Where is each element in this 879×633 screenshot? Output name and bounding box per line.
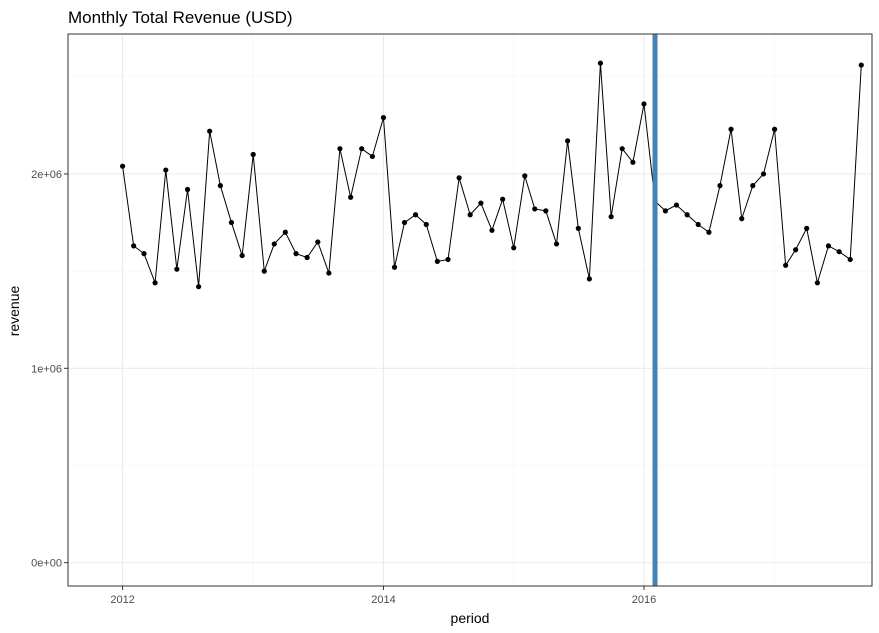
data-point xyxy=(315,239,321,245)
data-point xyxy=(662,208,668,214)
data-point xyxy=(728,126,734,132)
x-axis-title: period xyxy=(451,610,490,626)
data-point xyxy=(207,128,213,134)
data-point xyxy=(619,146,625,152)
data-point xyxy=(543,208,549,214)
data-point xyxy=(261,268,267,274)
data-point xyxy=(630,159,636,165)
data-point xyxy=(380,114,387,121)
series-line xyxy=(122,63,862,287)
y-tick-label: 1e+06 xyxy=(31,363,62,375)
data-point xyxy=(783,262,789,268)
data-point xyxy=(814,280,821,286)
data-point xyxy=(359,146,365,152)
data-point xyxy=(196,284,202,290)
data-point xyxy=(739,216,745,222)
data-point xyxy=(586,276,592,282)
data-point xyxy=(553,241,560,247)
y-tick-label: 2e+06 xyxy=(31,169,62,181)
data-point xyxy=(423,221,429,228)
data-point xyxy=(337,146,343,152)
data-point xyxy=(641,101,647,107)
data-point xyxy=(793,247,799,253)
data-point xyxy=(152,280,158,286)
data-point xyxy=(804,225,810,231)
data-point xyxy=(326,270,332,276)
major-grid xyxy=(68,34,872,586)
data-point xyxy=(825,243,832,249)
data-point xyxy=(673,202,680,208)
data-point xyxy=(456,175,462,181)
data-point xyxy=(565,138,571,144)
data-point xyxy=(391,264,398,270)
x-tick-label: 2016 xyxy=(632,594,656,606)
data-point xyxy=(706,229,712,235)
y-axis: 0e+00 1e+06 2e+06 xyxy=(31,169,68,570)
data-point xyxy=(119,163,126,169)
x-axis: 2012 2014 2016 xyxy=(110,586,656,606)
data-point xyxy=(695,221,701,228)
data-point xyxy=(304,254,310,261)
data-point xyxy=(511,245,517,251)
data-point xyxy=(141,251,147,257)
data-point xyxy=(293,251,299,257)
data-point xyxy=(608,214,614,220)
data-point xyxy=(532,206,538,212)
data-point xyxy=(489,227,495,233)
x-tick-label: 2014 xyxy=(371,594,395,606)
data-point xyxy=(174,266,180,272)
data-point xyxy=(131,243,137,249)
data-point xyxy=(847,256,853,263)
data-point xyxy=(217,183,223,189)
chart-title: Monthly Total Revenue (USD) xyxy=(68,8,293,27)
data-point xyxy=(228,219,235,226)
data-point xyxy=(369,153,375,160)
data-point xyxy=(434,258,440,265)
data-point xyxy=(467,212,473,218)
data-point xyxy=(575,225,581,231)
data-point xyxy=(348,194,354,200)
data-point xyxy=(184,186,191,193)
data-point xyxy=(412,212,419,218)
data-point xyxy=(836,249,842,255)
data-point xyxy=(522,173,528,179)
data-point xyxy=(282,229,288,235)
data-point xyxy=(858,62,864,68)
data-point xyxy=(250,151,256,158)
x-tick-label: 2012 xyxy=(110,594,134,606)
data-point xyxy=(760,171,767,177)
data-point xyxy=(684,212,690,218)
data-point xyxy=(163,167,169,173)
data-point xyxy=(500,196,506,202)
data-point xyxy=(771,126,778,132)
data-point xyxy=(597,60,604,66)
data-point xyxy=(239,252,245,259)
panel-border xyxy=(67,33,873,587)
y-axis-title: revenue xyxy=(6,285,22,336)
plot-panel xyxy=(67,33,873,587)
data-point xyxy=(401,219,408,226)
y-tick-label: 0e+00 xyxy=(31,558,62,570)
data-point xyxy=(717,183,723,189)
data-point xyxy=(445,256,451,263)
data-point xyxy=(750,183,756,189)
data-point xyxy=(478,200,484,206)
series-layer xyxy=(119,60,864,290)
data-point xyxy=(271,241,277,247)
minor-grid xyxy=(68,34,872,586)
